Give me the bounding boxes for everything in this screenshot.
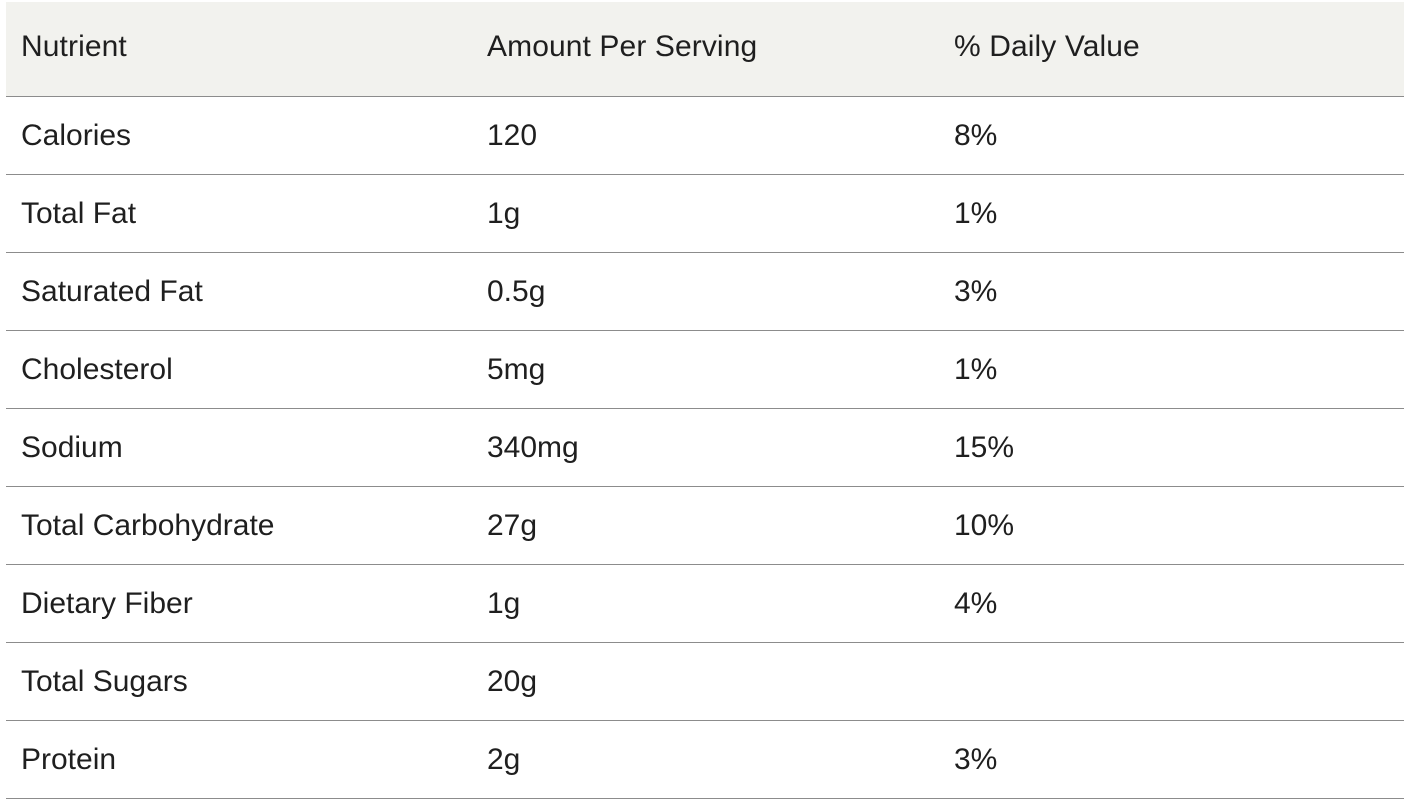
nutrient-cell: Total Sugars (21, 664, 188, 698)
table-row: Protein 2g 3% (6, 721, 1404, 799)
amount-cell: 20g (487, 664, 538, 698)
amount-cell: 5mg (487, 352, 546, 386)
amount-cell: 1g (487, 196, 521, 230)
nutrient-cell: Protein (21, 742, 117, 776)
daily-value-cell: 3% (954, 742, 998, 776)
table-row: Dietary Fiber 1g 4% (6, 565, 1404, 643)
amount-cell: 120 (487, 118, 538, 152)
nutrient-cell: Cholesterol (21, 352, 173, 386)
header-daily-value: % Daily Value (954, 30, 1140, 63)
table-header-row: Nutrient Amount Per Serving % Daily Valu… (6, 2, 1404, 97)
table-row: Total Sugars 20g (6, 643, 1404, 721)
nutrition-table: Nutrient Amount Per Serving % Daily Valu… (6, 2, 1404, 799)
nutrient-cell: Calories (21, 118, 132, 152)
table-row: Total Carbohydrate 27g 10% (6, 487, 1404, 565)
table-row: Total Fat 1g 1% (6, 175, 1404, 253)
amount-cell: 340mg (487, 430, 579, 464)
daily-value-cell: 8% (954, 118, 998, 152)
header-nutrient: Nutrient (21, 30, 127, 63)
table-row: Cholesterol 5mg 1% (6, 331, 1404, 409)
daily-value-cell: 15% (954, 430, 1015, 464)
nutrient-cell: Sodium (21, 430, 123, 464)
table-row: Saturated Fat 0.5g 3% (6, 253, 1404, 331)
table-row: Calories 120 8% (6, 97, 1404, 175)
daily-value-cell: 1% (954, 352, 998, 386)
amount-cell: 0.5g (487, 274, 546, 308)
daily-value-cell: 1% (954, 196, 998, 230)
nutrient-cell: Saturated Fat (21, 274, 203, 308)
nutrient-cell: Total Carbohydrate (21, 508, 275, 542)
daily-value-cell: 10% (954, 508, 1015, 542)
amount-cell: 1g (487, 586, 521, 620)
amount-cell: 2g (487, 742, 521, 776)
nutrient-cell: Total Fat (21, 196, 137, 230)
header-amount-per-serving: Amount Per Serving (487, 30, 758, 63)
table-row: Sodium 340mg 15% (6, 409, 1404, 487)
nutrient-cell: Dietary Fiber (21, 586, 193, 620)
amount-cell: 27g (487, 508, 538, 542)
daily-value-cell: 3% (954, 274, 998, 308)
daily-value-cell: 4% (954, 586, 998, 620)
